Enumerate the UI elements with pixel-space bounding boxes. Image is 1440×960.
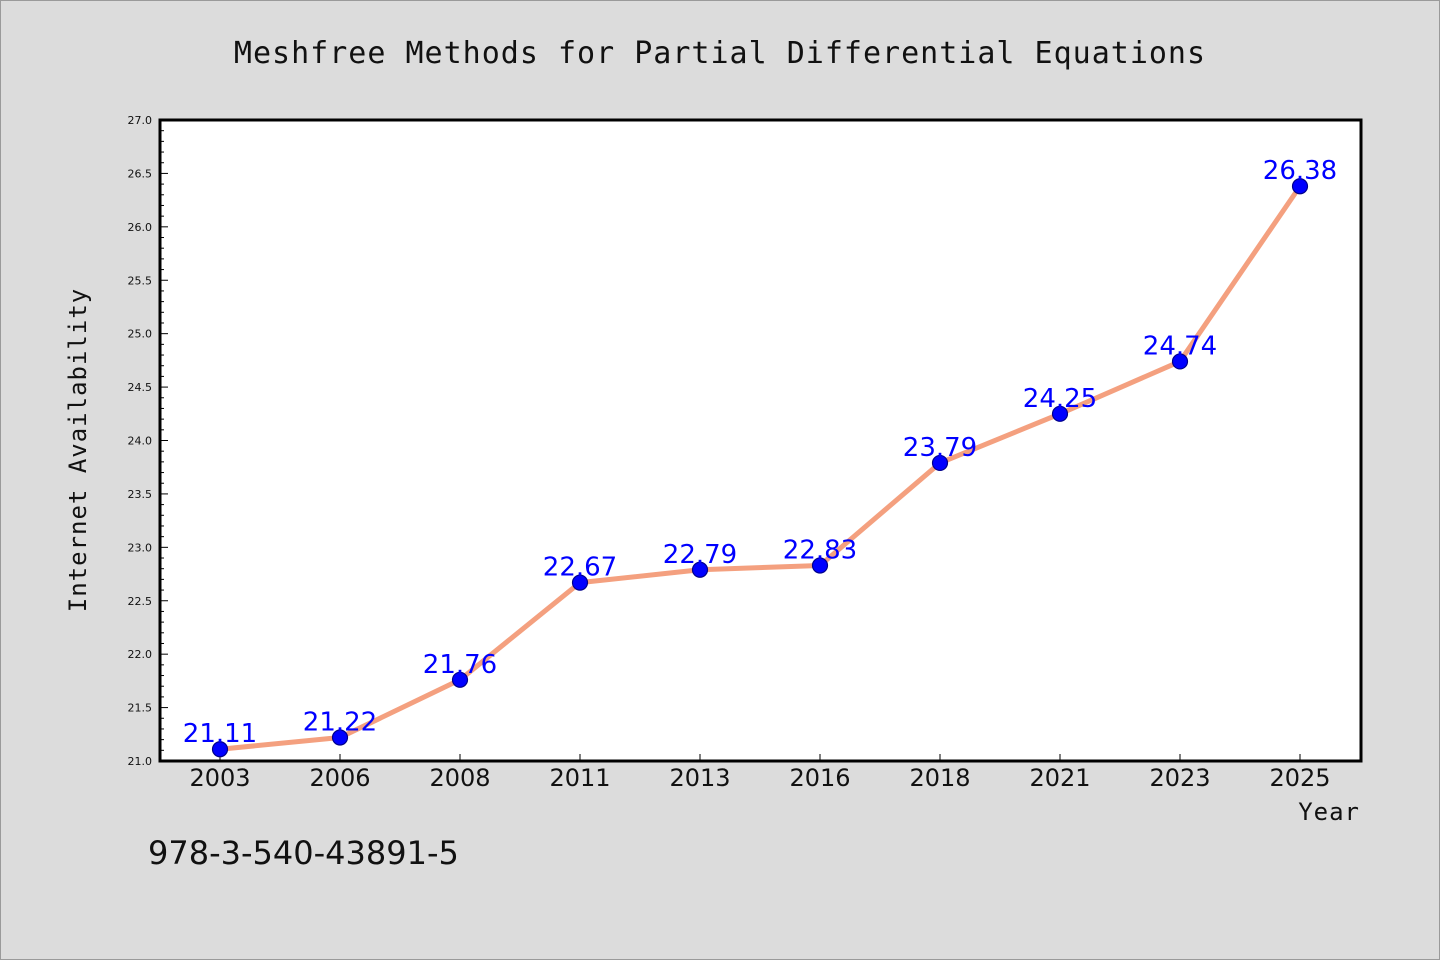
data-point [691,561,709,578]
data-label: 22.67 [543,553,617,583]
y-tick-label: 26.5 [128,167,153,180]
data-point [1171,353,1189,370]
data-labels: 21.11 21.22 21.76 22.67 22.79 22.83 23.79 24.25… [183,156,1337,749]
data-label: 23.79 [903,433,977,463]
y-axis-ticks: 21.0 21.5 22.0 22.5 23.0 23.5 24.0 24.5 25.0 25.5… [128,114,168,768]
y-tick-label: 25.0 [128,328,153,341]
data-point [451,671,469,688]
data-point [331,729,349,746]
data-point [931,454,949,472]
data-label: 24.25 [1023,384,1097,414]
x-tick-label: 2003 [189,764,250,792]
data-point [1291,178,1309,195]
data-label: 26.38 [1263,156,1337,186]
x-tick-label: 2008 [429,764,490,792]
data-label: 24.74 [1143,331,1217,361]
y-tick-label: 21.5 [128,702,153,715]
x-axis-label: Year [1298,798,1360,826]
y-tick-label: 22.5 [128,595,153,608]
y-tick-label: 24.5 [128,381,153,394]
data-label: 21.11 [183,719,257,749]
y-tick-label: 23.5 [128,488,153,501]
x-tick-label: 2016 [789,764,850,792]
x-tick-label: 2025 [1269,764,1330,792]
y-tick-label: 23.0 [128,541,153,554]
x-tick-label: 2011 [549,764,610,792]
data-point [1051,405,1069,422]
y-tick-label: 25.5 [128,274,153,287]
data-label: 22.79 [663,540,737,570]
x-tick-label: 2023 [1149,764,1210,792]
y-tick-label: 27.0 [128,114,153,127]
data-label: 21.76 [423,650,497,680]
data-label: 22.83 [783,535,857,565]
series-line [217,183,1303,752]
isbn-text: 978-3-540-43891-5 [148,834,459,872]
x-tick-label: 2021 [1029,764,1090,792]
x-tick-label: 2006 [309,764,370,792]
y-tick-label: 21.0 [128,755,153,768]
y-tick-label: 26.0 [128,221,153,234]
x-tick-label: 2013 [669,764,730,792]
chart-title: Meshfree Methods for Partial Differentia… [234,36,1206,71]
data-point [571,574,589,591]
data-label: 21.22 [303,707,377,737]
y-tick-label: 22.0 [128,648,153,661]
data-markers [211,178,1309,758]
data-point [211,741,229,758]
plot-area [158,118,1363,763]
x-axis-ticks: 2003 2006 2008 2011 2013 2016 2018 2021 2023 2025 [189,754,1331,792]
data-point [811,557,829,574]
x-tick-label: 2018 [909,764,970,792]
y-axis-label: Internet Availability [64,288,92,612]
y-tick-label: 24.0 [128,435,153,448]
